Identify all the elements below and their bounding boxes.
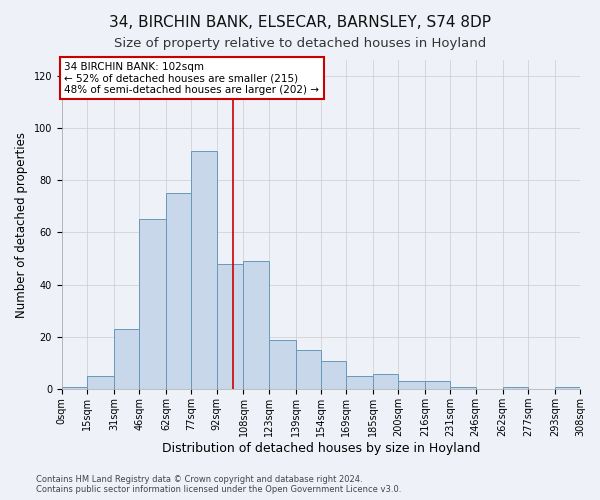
Bar [451, 386, 476, 390]
Bar [296, 350, 321, 390]
Text: Size of property relative to detached houses in Hoyland: Size of property relative to detached ho… [114, 38, 486, 51]
Bar [269, 340, 296, 390]
Bar [503, 386, 528, 390]
Bar [62, 386, 87, 390]
Bar [346, 376, 373, 390]
Bar [555, 386, 580, 390]
Bar [87, 376, 114, 390]
Bar [373, 374, 398, 390]
Y-axis label: Number of detached properties: Number of detached properties [15, 132, 28, 318]
Bar [139, 220, 166, 390]
Bar [217, 264, 244, 390]
Bar [244, 261, 269, 390]
Bar [425, 382, 451, 390]
Bar [166, 194, 191, 390]
Bar [398, 382, 425, 390]
Text: 34, BIRCHIN BANK, ELSECAR, BARNSLEY, S74 8DP: 34, BIRCHIN BANK, ELSECAR, BARNSLEY, S74… [109, 15, 491, 30]
Bar [191, 152, 217, 390]
Bar [114, 329, 139, 390]
Bar [321, 360, 346, 390]
X-axis label: Distribution of detached houses by size in Hoyland: Distribution of detached houses by size … [162, 442, 480, 455]
Text: 34 BIRCHIN BANK: 102sqm
← 52% of detached houses are smaller (215)
48% of semi-d: 34 BIRCHIN BANK: 102sqm ← 52% of detache… [64, 62, 319, 95]
Text: Contains HM Land Registry data © Crown copyright and database right 2024.
Contai: Contains HM Land Registry data © Crown c… [36, 474, 401, 494]
